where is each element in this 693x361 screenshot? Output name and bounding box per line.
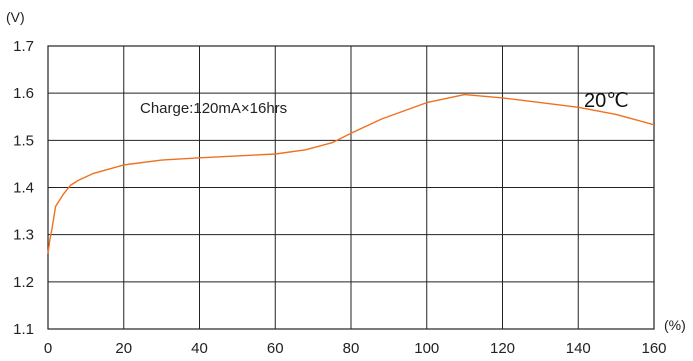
y-tick-label: 1.2 xyxy=(13,274,34,291)
charge-curve-layer xyxy=(47,93,655,254)
x-tick-label: 60 xyxy=(267,340,284,357)
y-unit-label: (V) xyxy=(6,9,25,25)
charge-voltage-curve xyxy=(47,93,655,254)
x-tick-label: 0 xyxy=(44,340,52,357)
y-tick-label: 1.3 xyxy=(13,227,34,244)
y-tick-label: 1.7 xyxy=(13,38,34,55)
y-tick-labels: 1.1 1.2 1.3 1.4 1.5 1.6 1.7 xyxy=(13,38,34,338)
y-tick-label: 1.5 xyxy=(13,132,34,149)
x-tick-labels: 0 20 40 60 80 100 120 140 160 xyxy=(44,340,667,357)
charge-condition-annotation: Charge:120mA×16hrs xyxy=(140,100,287,117)
x-tick-label: 100 xyxy=(414,340,439,357)
y-tick-label: 1.4 xyxy=(13,180,34,197)
plot-grid xyxy=(47,45,655,330)
x-tick-label: 140 xyxy=(566,340,591,357)
x-tick-label: 40 xyxy=(191,340,208,357)
temperature-annotation: 20℃ xyxy=(584,90,629,112)
y-tick-label: 1.6 xyxy=(13,85,34,102)
x-tick-label: 80 xyxy=(343,340,360,357)
x-tick-label: 20 xyxy=(115,340,132,357)
x-tick-label: 120 xyxy=(490,340,515,357)
y-tick-label: 1.1 xyxy=(13,321,34,338)
x-tick-label: 160 xyxy=(641,340,666,357)
x-unit-label: (%) xyxy=(664,317,686,333)
